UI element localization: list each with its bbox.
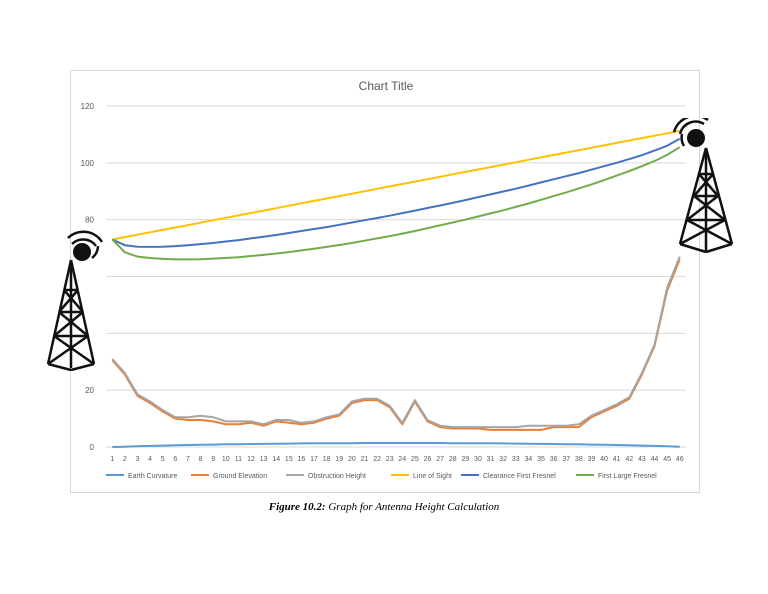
figure-caption: Figure 10.2: Graph for Antenna Height Ca… [0, 501, 768, 513]
x-tick-label: 14 [272, 456, 280, 463]
radio-tower-icon [672, 118, 734, 254]
y-tick-label: 20 [85, 386, 94, 395]
x-tick-label: 4 [148, 456, 152, 463]
caption-label: Figure 10.2: [268, 501, 326, 513]
x-tick-label: 41 [613, 456, 621, 463]
x-tick-label: 13 [260, 456, 268, 463]
y-tick-label: 0 [90, 443, 95, 452]
x-tick-label: 26 [424, 456, 432, 463]
x-tick-label: 32 [499, 456, 507, 463]
x-tick-label: 42 [625, 456, 633, 463]
x-tick-label: 33 [512, 456, 520, 463]
x-tick-label: 45 [663, 456, 671, 463]
caption-text: Graph for Antenna Height Calculation [328, 501, 500, 513]
chart-frame: 0 20 80 100 120 1 2 3 4 5 6 7 8 9 10 11 12 13 14 15 16 17 18 19… [70, 70, 700, 493]
x-tick-label: 7 [186, 456, 190, 463]
y-tick-label: 100 [81, 159, 95, 168]
x-tick-label: 5 [161, 456, 165, 463]
x-tick-label: 1 [110, 456, 114, 463]
x-tick-label: 44 [651, 456, 659, 463]
x-tick-label: 24 [398, 456, 406, 463]
y-tick-label: 120 [81, 102, 95, 111]
x-tick-label: 19 [335, 456, 343, 463]
legend-label: Ground Elevation [213, 473, 267, 480]
x-tick-label: 43 [638, 456, 646, 463]
x-tick-label: 3 [136, 456, 140, 463]
x-tick-label: 15 [285, 456, 293, 463]
legend-label: Earth Curvature [128, 473, 178, 480]
legend-label: First Large Fresnel [598, 473, 657, 480]
x-tick-label: 31 [487, 456, 495, 463]
x-tick-label: 37 [562, 456, 570, 463]
x-tick-label: 17 [310, 456, 318, 463]
x-tick-label: 20 [348, 456, 356, 463]
series-line [111, 137, 681, 248]
legend-label: Clearance First Fresnel [483, 473, 556, 480]
x-tick-label: 10 [222, 456, 230, 463]
x-tick-label: 12 [247, 456, 255, 463]
x-tick-label: 28 [449, 456, 457, 463]
x-tick-label: 30 [474, 456, 482, 463]
x-tick-label: 34 [524, 456, 532, 463]
x-tick-label: 18 [323, 456, 331, 463]
legend-label: Line of Sight [413, 473, 452, 480]
x-tick-label: 36 [550, 456, 558, 463]
x-tick-label: 21 [361, 456, 369, 463]
series-line [111, 256, 681, 429]
chart-title: Chart Title [359, 79, 414, 93]
x-tick-label: 38 [575, 456, 583, 463]
x-tick-label: 9 [211, 456, 215, 463]
x-tick-label: 40 [600, 456, 608, 463]
x-tick-label: 39 [588, 456, 596, 463]
x-tick-label: 6 [173, 456, 177, 463]
x-tick-label: 29 [461, 456, 469, 463]
radio-tower-icon [46, 230, 104, 372]
series-line [111, 146, 681, 261]
series-line [112, 442, 680, 448]
x-tick-label: 27 [436, 456, 444, 463]
legend-label: Obstruction Height [308, 473, 366, 480]
x-tick-label: 35 [537, 456, 545, 463]
x-tick-label: 23 [386, 456, 394, 463]
x-tick-label: 25 [411, 456, 419, 463]
y-tick-label: 80 [85, 216, 94, 225]
x-tick-label: 46 [676, 456, 684, 463]
x-tick-label: 11 [235, 456, 242, 463]
x-tick-label: 2 [123, 456, 127, 463]
x-tick-label: 16 [298, 456, 306, 463]
x-tick-label: 22 [373, 456, 381, 463]
x-tick-label: 8 [199, 456, 203, 463]
series-line [111, 259, 681, 431]
series-line [112, 129, 680, 241]
